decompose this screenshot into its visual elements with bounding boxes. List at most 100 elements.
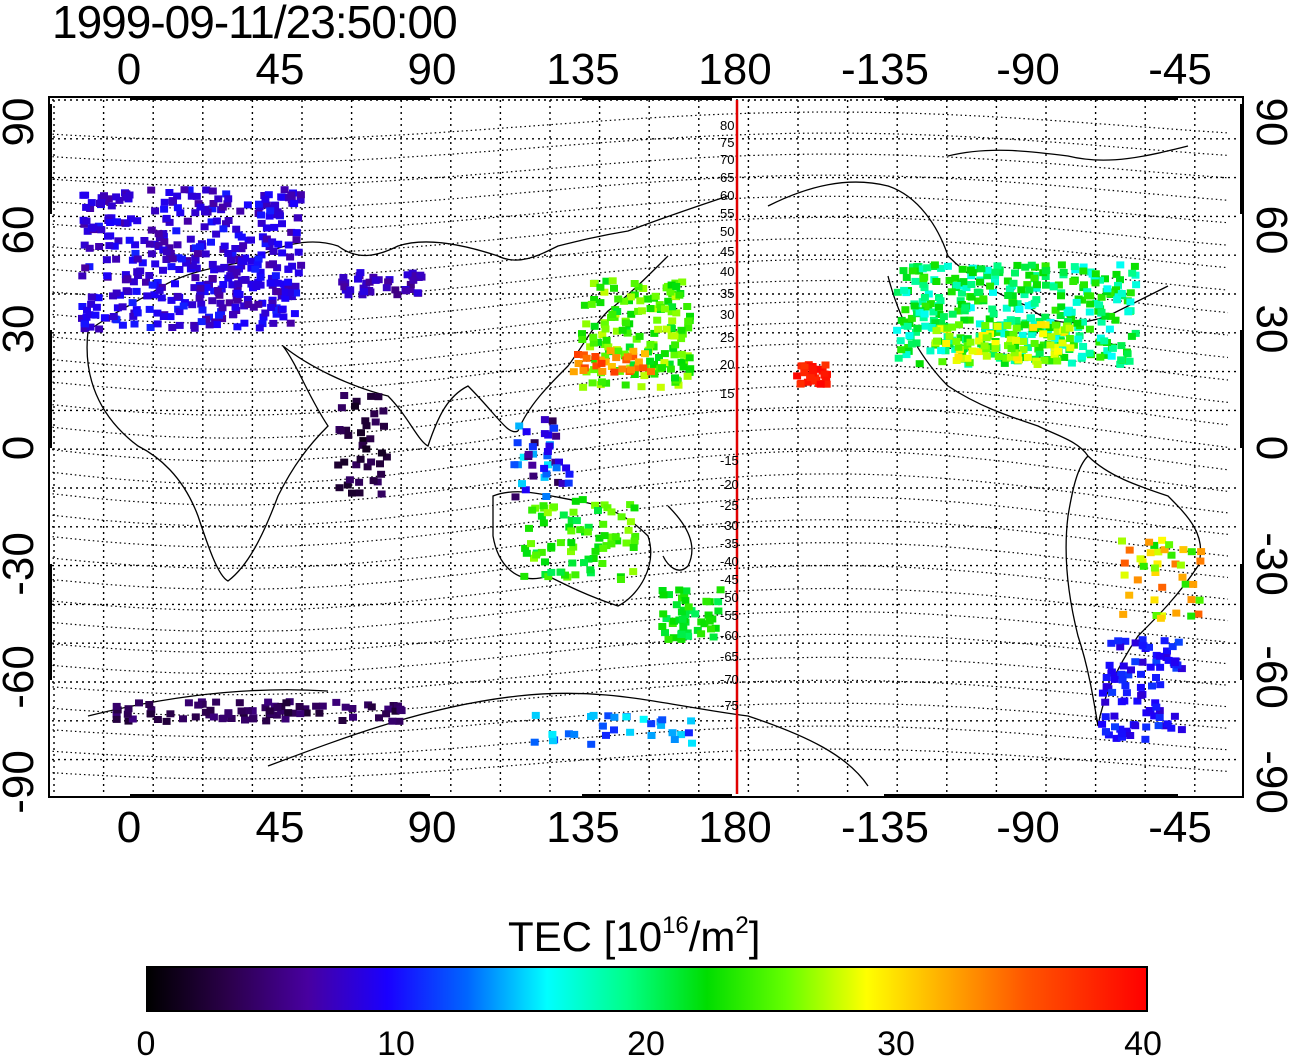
tec-data-point [531,711,540,719]
tec-data-point [800,363,809,371]
meridian-label: -15 [720,453,739,468]
tec-data-point [991,268,1000,276]
meridian-label: 45 [720,244,734,259]
tec-data-point [1013,354,1022,362]
lon-tick-bottom: -135 [840,803,930,852]
tec-data-point [540,464,549,472]
tec-data-point [589,280,598,287]
colorbar-title-text: TEC [10 [508,913,663,960]
tec-data-point [558,479,567,487]
tec-data-point [595,534,604,542]
tec-data-point [112,710,121,718]
tec-data-point [1040,356,1049,364]
tec-data-point [1049,283,1058,291]
tec-data-point [947,288,956,296]
tec-data-point [1046,341,1055,349]
tec-data-point [545,442,554,450]
tec-data-point [155,234,164,242]
tec-data-point [356,455,365,463]
tec-data-point [1179,546,1188,554]
meridian-label: 50 [720,224,734,239]
tec-data-point [943,262,952,270]
tec-data-point [147,250,156,258]
tec-data-point [1051,321,1060,329]
colorbar-title-exponent: 16 [662,912,689,939]
tec-data-point [670,617,678,625]
tec-data-point [1117,356,1126,364]
tec-data-point [604,712,613,720]
tec-data-point [312,702,321,710]
tec-data-point [232,268,241,276]
tec-data-point [266,279,275,287]
tec-data-point [260,192,269,199]
tec-data-point [597,359,606,367]
tec-data-point [160,205,169,213]
tec-data-point [894,354,903,362]
meridian-label: -50 [720,590,739,605]
tec-data-point [1138,641,1147,649]
tec-data-point [965,359,974,367]
tec-data-point [1091,279,1100,287]
tec-data-point [168,324,177,331]
tec-data-point [1150,712,1159,720]
tec-data-point [589,339,598,347]
tec-data-point [1060,353,1069,361]
tec-data-point [521,486,530,494]
tec-data-point [209,200,218,207]
tec-data-point [684,632,693,640]
tec-data-point [614,295,623,303]
tec-data-point [896,337,905,345]
tec-data-point [370,410,379,418]
tec-data-point [192,192,201,200]
tec-data-point [1119,662,1128,670]
tec-data-point [803,378,812,386]
tec-data-point [623,353,632,361]
tec-data-point [650,329,659,337]
tec-data-point [982,352,991,360]
tec-data-point [1041,262,1050,270]
tec-data-point [662,615,671,623]
tec-data-point [1123,350,1132,358]
tec-data-point [646,340,655,348]
tec-data-point [677,608,686,616]
tec-data-point [107,202,116,210]
tec-data-point [80,241,89,249]
tec-data-point [1167,551,1176,559]
tec-data-point [1117,730,1126,738]
tec-data-point [1006,336,1015,344]
tec-data-point [532,551,541,559]
tec-data-point [656,383,665,391]
tec-data-point [1152,612,1161,619]
tec-data-point [273,704,282,712]
tec-data-point [937,347,946,355]
tec-data-point [932,278,941,285]
tec-data-point [270,204,279,212]
tec-data-point [601,358,610,366]
tec-data-point [87,199,96,207]
tec-data-point [580,559,588,567]
tec-data-point [1036,321,1045,329]
tec-data-point [1006,353,1015,361]
tec-data-point [278,305,287,313]
tec-data-point [601,325,610,333]
tec-data-point [277,707,286,715]
tec-data-point [1098,720,1107,728]
tec-data-point [959,278,968,286]
tec-data-point [290,310,299,318]
tec-data-point [1002,304,1011,312]
tec-data-point [1002,354,1011,362]
tec-data-point [1107,352,1116,360]
tec-data-point [671,341,680,349]
tec-data-point [1085,325,1094,333]
tec-data-point [1158,536,1167,544]
meridian-label: -40 [720,554,739,569]
tec-data-point [670,351,679,359]
tec-data-point [248,707,257,715]
tec-data-point [1122,689,1131,697]
tec-data-point [681,597,690,605]
tec-data-point [954,353,963,361]
tec-data-point [1053,328,1062,335]
tec-data-point [262,717,271,725]
tec-data-point [1118,537,1126,545]
tec-data-point [612,354,621,362]
